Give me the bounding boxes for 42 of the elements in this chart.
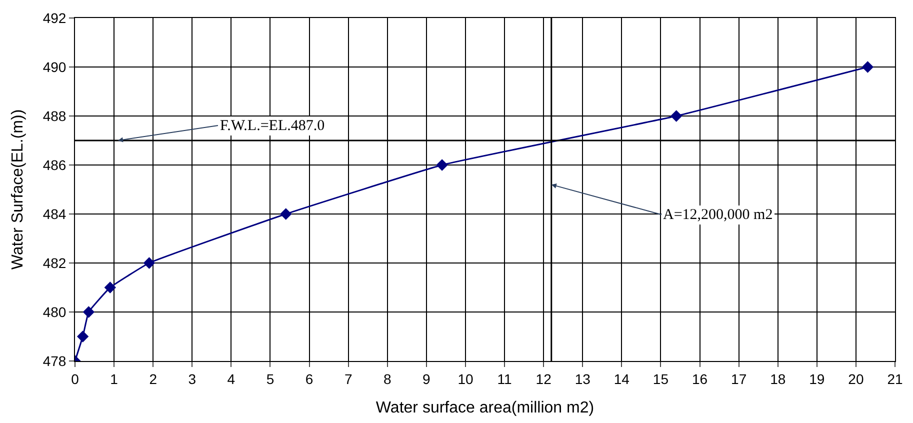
point [76, 330, 89, 342]
y-tick-label: 482 [42, 254, 66, 271]
x-tick-label: 21 [887, 370, 903, 387]
x-tick-label: 17 [731, 370, 747, 387]
x-tick-label: 20 [848, 370, 864, 387]
x-tick-label: 7 [344, 370, 352, 387]
x-tick-label: 14 [614, 370, 630, 387]
x-tick-label: 9 [422, 370, 431, 387]
x-tick-label: 1 [110, 370, 118, 387]
point [143, 257, 156, 269]
y-tick-label: 490 [42, 58, 66, 75]
point [670, 110, 682, 122]
point [82, 306, 95, 318]
y-tick-label: 478 [42, 352, 66, 369]
annotation: F.W.L.=EL.487.0 [220, 118, 325, 134]
x-tick-label: 10 [458, 370, 474, 387]
y-tick-label: 488 [42, 108, 66, 124]
annotation: A=12,200,000 m2 [663, 207, 773, 223]
x-tick-label: 5 [266, 370, 274, 387]
x-tick-label: 18 [770, 370, 786, 387]
x-tick-label: 15 [652, 370, 669, 387]
point [862, 61, 874, 73]
x-tick-label: 4 [227, 370, 236, 387]
x-tick-label: 8 [383, 370, 392, 387]
point [280, 208, 292, 220]
x-tick-label: 6 [305, 370, 314, 387]
x-tick-label: 11 [497, 370, 512, 387]
y-tick-label: 492 [42, 10, 66, 26]
y-axis-title: Water Surface(EL.(m)) [10, 109, 27, 270]
x-tick-label: 3 [188, 370, 196, 387]
y-tick-label: 484 [42, 206, 66, 222]
x-tick-label: 19 [809, 370, 825, 387]
y-tick-label: 480 [42, 304, 66, 320]
point [104, 282, 116, 294]
x-tick-label: 2 [149, 370, 158, 387]
x-tick-label: 13 [574, 370, 591, 387]
x-tick-label: 0 [71, 370, 80, 387]
y-tick-label: 486 [42, 156, 66, 173]
point [436, 159, 448, 171]
x-axis-title: Water surface area(million m2) [376, 400, 594, 416]
x-tick-label: 12 [536, 370, 552, 387]
x-tick-label: 16 [692, 370, 708, 387]
